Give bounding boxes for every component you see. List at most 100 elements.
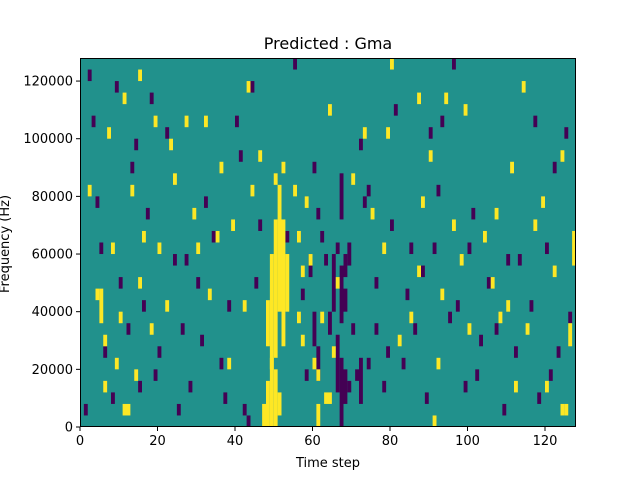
- heatmap-cell-high: [324, 392, 328, 404]
- heatmap-cell-low: [343, 288, 348, 312]
- heatmap-cell-low: [339, 357, 344, 427]
- heatmap-cell-high: [533, 219, 538, 231]
- heatmap-cell-high: [134, 369, 139, 381]
- heatmap-cell-low: [157, 346, 162, 358]
- heatmap-cell-high: [273, 173, 278, 185]
- heatmap-cell-high: [421, 196, 425, 208]
- heatmap-cell-low: [238, 150, 243, 162]
- heatmap-cell-low: [331, 254, 336, 312]
- heatmap-cell-high: [250, 184, 255, 197]
- heatmap-cell-low: [517, 254, 522, 266]
- heatmap-cell-low: [409, 242, 414, 255]
- heatmap-cell-low: [184, 254, 189, 266]
- heatmap-cell-low: [448, 311, 452, 324]
- heatmap-cell-low: [335, 242, 340, 255]
- heatmap-cell-high: [273, 369, 278, 427]
- heatmap-cell-high: [483, 230, 487, 243]
- heatmap-cell-high: [304, 196, 309, 208]
- heatmap-cells: [83, 58, 576, 427]
- heatmap-cell-low: [83, 403, 88, 416]
- heatmap-cell-low: [316, 346, 321, 381]
- heatmap-cell-low: [382, 380, 387, 393]
- heatmap-cell-low: [176, 403, 181, 416]
- heatmap-cell-low: [111, 392, 115, 404]
- heatmap-cell-low: [223, 392, 228, 404]
- heatmap-cell-low: [242, 403, 247, 416]
- heatmap-cell-low: [552, 161, 557, 174]
- heatmap-cell-high: [273, 219, 278, 358]
- heatmap-cell-high: [432, 415, 437, 427]
- heatmap-cell-low: [366, 184, 371, 197]
- heatmap-cell-low: [258, 219, 263, 231]
- heatmap-cell-low: [250, 81, 255, 93]
- plot-background: [80, 58, 576, 427]
- heatmap-cell-high: [494, 207, 499, 220]
- x-tick-label: 0: [76, 434, 84, 449]
- heatmap-cell-high: [165, 300, 170, 312]
- heatmap-cell-high: [568, 323, 573, 347]
- y-tick-label: 40000: [32, 305, 73, 320]
- heatmap-cell-high: [541, 196, 545, 208]
- heatmap-cell-low: [421, 265, 425, 278]
- heatmap-cell-low: [339, 173, 344, 220]
- heatmap-cell-high: [467, 323, 472, 335]
- heatmap-cell-low: [471, 207, 476, 220]
- y-tick-label: 80000: [32, 190, 73, 205]
- heatmap-cell-low: [138, 380, 142, 393]
- heatmap-cell-high: [328, 104, 332, 116]
- heatmap-cell-low: [374, 277, 379, 289]
- heatmap-cell-low: [529, 300, 534, 312]
- plot-frame: [80, 58, 576, 427]
- heatmap-cell-low: [486, 277, 491, 289]
- heatmap-cell-low: [180, 323, 185, 335]
- heatmap-cell-high: [335, 277, 340, 289]
- heatmap-cell-low: [455, 300, 460, 312]
- heatmap-cell-low: [568, 311, 573, 324]
- heatmap-cell-low: [246, 415, 251, 427]
- heatmap-cell-high: [417, 92, 421, 105]
- heatmap-cell-high: [351, 173, 356, 185]
- heatmap-cell-high: [370, 207, 375, 220]
- heatmap-cell-low: [386, 346, 390, 358]
- heatmap-cell-high: [552, 265, 557, 278]
- heatmap-cell-high: [452, 219, 456, 231]
- heatmap-cell-low: [343, 254, 348, 278]
- y-tick-label: 20000: [32, 363, 73, 378]
- heatmap-cell-high: [320, 311, 325, 324]
- x-axis: 0 20 40 60 80 100 120: [76, 427, 557, 449]
- heatmap-cell-high: [300, 265, 305, 278]
- heatmap-cell-low: [91, 115, 96, 128]
- heatmap-cell-high: [111, 242, 115, 255]
- heatmap-cell-low: [324, 254, 328, 266]
- x-tick-label: 20: [149, 434, 166, 449]
- heatmap-cell-high: [103, 380, 108, 393]
- heatmap-cell-high: [300, 334, 305, 347]
- heatmap-cell-low: [556, 346, 561, 358]
- heatmap-cell-low: [374, 323, 379, 335]
- heatmap-cell-high: [281, 161, 286, 174]
- heatmap-cell-low: [564, 127, 569, 139]
- heatmap-cell-low: [428, 127, 433, 139]
- heatmap-cell-low: [219, 357, 224, 370]
- heatmap-cell-high: [107, 127, 111, 139]
- heatmap-cell-high: [328, 392, 332, 404]
- heatmap-cell-high: [269, 357, 274, 427]
- y-axis: 0 20000 40000 60000 80000 100000 120000: [23, 75, 80, 436]
- heatmap-cell-high: [277, 184, 282, 312]
- heatmap-cell-high: [459, 254, 464, 266]
- heatmap-cell-high: [169, 138, 173, 151]
- heatmap-cell-high: [297, 311, 301, 324]
- heatmap-cell-high: [87, 184, 92, 197]
- heatmap-cell-high: [390, 58, 394, 70]
- heatmap-cell-low: [99, 242, 104, 255]
- heatmap-cell-high: [510, 161, 514, 174]
- heatmap-cell-high: [266, 300, 270, 347]
- heatmap-cell-high: [382, 242, 387, 255]
- heatmap-cell-low: [335, 334, 340, 393]
- heatmap-cell-low: [366, 357, 371, 370]
- heatmap-cell-low: [227, 300, 232, 312]
- heatmap-cell-high: [564, 403, 569, 416]
- heatmap-cell-low: [351, 323, 356, 335]
- heatmap-cell-high: [219, 161, 224, 174]
- heatmap-cell-high: [409, 311, 414, 324]
